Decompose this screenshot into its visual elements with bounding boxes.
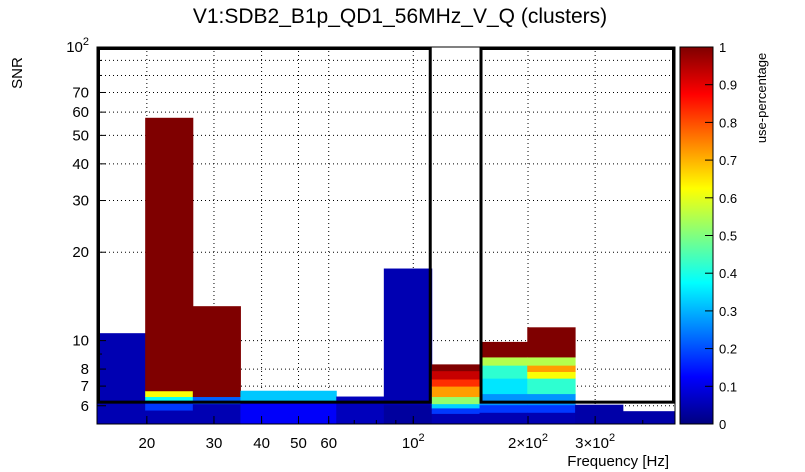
heatmap-cell: [527, 371, 576, 379]
y-tick-label: 102: [66, 36, 89, 56]
heatmap-cell: [479, 393, 528, 406]
y-tick-label: 10: [72, 333, 89, 350]
heatmap-cell: [431, 364, 481, 372]
heatmap-cell: [192, 396, 241, 405]
x-tick-label: 2×102: [508, 432, 548, 452]
heatmap-cell: [575, 404, 624, 425]
outlined-region: [479, 47, 675, 404]
heatmap-cell: [145, 402, 194, 411]
palette-tick-label: 0.7: [719, 153, 737, 168]
heatmap-cell: [622, 411, 676, 425]
plot-frame: [96, 46, 676, 425]
y-tick-label: 6: [81, 398, 89, 415]
x-tick-label: 60: [320, 435, 337, 452]
heatmap-cell: [145, 410, 194, 425]
y-tick-label: 60: [72, 104, 89, 121]
heatmap-cell: [383, 268, 433, 406]
y-tick-label: 30: [72, 193, 89, 210]
heatmap-cell: [288, 401, 337, 425]
heatmap-cell: [479, 412, 528, 425]
heatmap-cell: [431, 379, 481, 387]
palette-tick-label: 0.1: [719, 379, 737, 394]
y-tick-label: 50: [72, 127, 89, 144]
heatmap-cell: [527, 365, 576, 372]
x-tick-label: 40: [253, 435, 270, 452]
x-tick-label: 50: [290, 435, 307, 452]
heatmap-cell: [431, 370, 481, 380]
x-axis-label: Frequency [Hz]: [567, 453, 669, 470]
plot-area: 20 30 40 50 60 102 2×102 3×102 6 78 10 20 30 40 50 60 7…: [66, 36, 676, 452]
heatmap-cell: [527, 404, 576, 413]
heatmap-cell: [145, 117, 194, 392]
heatmap-cell: [431, 403, 481, 409]
y-tick-label: 20: [72, 244, 89, 261]
heatmap-cell: [431, 413, 481, 425]
heatmap-cell: [527, 393, 576, 406]
heatmap-cell: [527, 356, 576, 366]
heatmap-cell: [145, 390, 194, 398]
heatmap-cell: [240, 401, 289, 425]
palette-tick-label: 0.9: [719, 78, 737, 93]
palette-tick-label: 0.2: [719, 342, 737, 357]
x-axis-ticks: 20 30 40 50 60 102 2×102 3×102: [139, 416, 644, 452]
x-tick-label: 102: [402, 432, 425, 452]
chart-title: V1:SDB2_B1p_QD1_56MHz_V_Q (clusters): [193, 5, 607, 28]
palette-tick-label: 0.3: [719, 304, 737, 319]
color-palette: 0 0.1 0.2 0.3 0.4 0.5 0.6 0.7 0.8 0.9 1 use-percen…: [679, 40, 769, 432]
heatmap-cells: [97, 117, 676, 425]
heatmap-cell: [240, 390, 289, 403]
palette-tick-label: 0: [719, 417, 726, 432]
heatmap-cell: [288, 390, 337, 403]
heatmap-cell: [479, 404, 528, 413]
heatmap-cell: [479, 356, 528, 366]
palette-tick-label: 0.4: [719, 266, 737, 281]
palette-tick-label: 0.8: [719, 115, 737, 130]
heatmap-cell: [479, 365, 528, 379]
palette-tick-label: 0.5: [719, 229, 737, 244]
heatmap-cell: [527, 412, 576, 425]
heatmap-cell: [431, 386, 481, 398]
y-axis-label: SNR: [9, 57, 26, 89]
outlined-regions: [97, 47, 675, 404]
palette-axis-label: use-percentage: [754, 53, 769, 143]
heatmap-cell: [383, 404, 433, 425]
y-tick-label: 7: [81, 378, 89, 395]
x-tick-label: 3×102: [575, 432, 615, 452]
heatmap-cell: [192, 306, 241, 398]
y-axis-ticks: 6 78 10 20 30 40 50 60 70 102: [66, 36, 106, 415]
heatmap-cell: [192, 403, 241, 425]
heatmap-cell: [145, 396, 194, 404]
y-tick-label: 40: [72, 156, 89, 173]
palette-tick-label: 0.6: [719, 191, 737, 206]
heatmap-cell: [97, 333, 146, 425]
heatmap-cell: [431, 407, 481, 414]
heatmap-cell: [479, 341, 528, 358]
y-tick-label: 8: [81, 361, 89, 378]
x-tick-label: 20: [139, 435, 156, 452]
x-tick-label: 30: [206, 435, 223, 452]
heatmap-cell: [527, 327, 576, 358]
heatmap-cell: [479, 378, 528, 395]
palette-tick-label: 1: [719, 40, 726, 55]
y-tick-label: 70: [72, 84, 89, 101]
palette-ticks: 0 0.1 0.2 0.3 0.4 0.5 0.6 0.7 0.8 0.9 1: [705, 40, 737, 432]
heatmap-cell: [431, 396, 481, 405]
outlined-region: [97, 47, 432, 404]
heatmap-cell: [527, 378, 576, 395]
